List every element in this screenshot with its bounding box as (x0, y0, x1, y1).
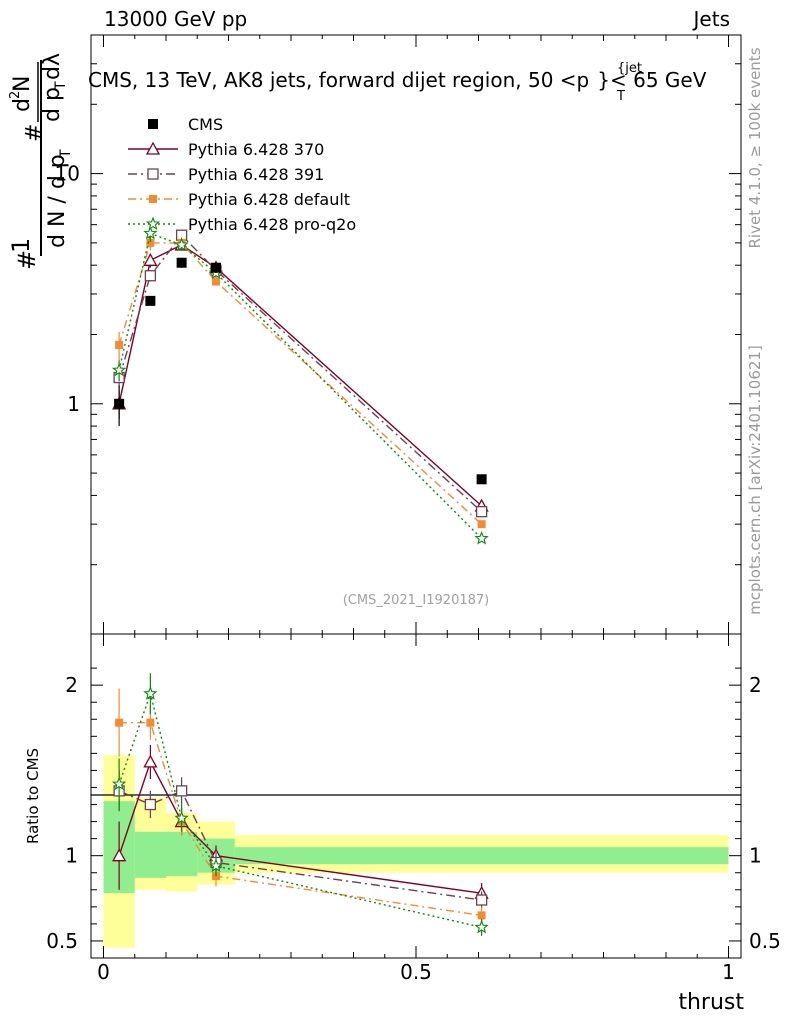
x-tick-label: 0.5 (400, 960, 432, 984)
svg-text:2: 2 (8, 91, 23, 99)
band-inner-bin (134, 831, 166, 878)
series-marker (474, 531, 489, 545)
main-y-tick-label: 10 (55, 162, 80, 186)
ratio-y-tick-label-right: 0.5 (749, 929, 781, 953)
mcplots-label: mcplots.cern.ch [arXiv:2401.10621] (746, 345, 764, 615)
svg-text:dλ: dλ (40, 53, 65, 80)
series-marker (144, 798, 157, 811)
data-marker (145, 295, 156, 306)
series-marker (149, 195, 157, 203)
ratio-y-tick-label-right: 2 (749, 673, 762, 697)
series-marker (174, 237, 189, 252)
series-marker (143, 252, 158, 266)
ratio-series-group (111, 673, 489, 936)
legend-label: Pythia 6.428 391 (188, 165, 324, 184)
band-inner-bin (234, 847, 729, 865)
data-marker (476, 474, 487, 485)
ratio-y-tick-label-left: 1 (65, 844, 78, 868)
series-marker (146, 718, 155, 727)
data-marker (114, 398, 125, 409)
svg-text:N: N (10, 76, 35, 92)
legend-label: CMS (188, 115, 223, 134)
main-y-axis-label: # 1 d N / d p T # d 2 N d p T dλ (7, 53, 74, 270)
data-marker (211, 262, 221, 273)
chart-title-tail: }< 65 GeV (597, 68, 706, 92)
data-marker (176, 257, 187, 268)
series-marker (144, 270, 157, 282)
series-marker (143, 686, 158, 700)
axis-tick-labels: 0 0.5 1 1 10 0.5 0.5 1 1 2 2 (46, 162, 781, 984)
ratio-y-axis-label: Ratio to CMS (24, 748, 42, 844)
svg-text:T: T (58, 149, 74, 159)
ratio-band-inner (103, 801, 729, 894)
analysis-id: (CMS_2021_I1920187) (343, 593, 490, 608)
series-marker (475, 894, 488, 906)
x-tick-label: 1 (722, 960, 735, 984)
series-marker (111, 362, 127, 377)
chart-title-sub: T (616, 89, 625, 104)
svg-text:T: T (53, 81, 69, 91)
series-marker (175, 785, 188, 797)
main-series-group (111, 225, 489, 545)
series-marker (143, 225, 158, 240)
series-marker (474, 919, 489, 934)
chart-title-sup: {jet (617, 61, 642, 76)
svg-text:d N / d p: d N / d p (45, 154, 70, 248)
series-marker (477, 520, 486, 529)
series-line-ratio (118, 691, 482, 928)
legend-label: Pythia 6.428 pro-q2o (188, 215, 356, 234)
legend-label: Pythia 6.428 370 (188, 140, 324, 159)
legend: CMS Pythia 6.428 370 Pythia 6.428 391 Pythi… (128, 115, 356, 234)
series-line-main (118, 232, 483, 539)
series-marker (143, 754, 158, 768)
series-marker (145, 216, 161, 231)
svg-text:1: 1 (7, 238, 35, 253)
svg-text:d: d (10, 98, 35, 112)
series-marker (145, 141, 161, 155)
series-marker (115, 341, 124, 350)
main-y-tick-label: 1 (67, 392, 80, 416)
series-marker (475, 506, 488, 518)
chart-title-main: CMS, 13 TeV, AK8 jets, forward dijet reg… (88, 68, 589, 92)
data-points-group (114, 257, 487, 485)
series-marker (212, 277, 220, 286)
x-axis-label: thrust (678, 990, 744, 1015)
series-line-main (118, 242, 483, 525)
series-marker (477, 911, 486, 920)
rivet-label: Rivet 4.1.0, ≥ 100k events (746, 47, 764, 248)
header-left: 13000 GeV pp (104, 7, 248, 31)
series-marker (146, 238, 155, 247)
series-line-ratio (118, 789, 482, 901)
chart-title: CMS, 13 TeV, AK8 jets, forward dijet reg… (88, 68, 707, 92)
data-marker (148, 119, 158, 129)
series-line-main (118, 244, 483, 507)
ratio-y-tick-label-left: 0.5 (46, 929, 78, 953)
series-marker (208, 858, 224, 873)
ratio-y-tick-label-right: 1 (749, 844, 762, 868)
ratio-y-tick-label-left: 2 (65, 673, 78, 697)
x-tick-label: 0 (97, 960, 110, 984)
header-right: Jets (693, 7, 730, 31)
band-inner-bin (166, 831, 198, 877)
svg-text:d p: d p (40, 87, 65, 122)
svg-text:#: # (22, 124, 47, 142)
series-line-main (118, 234, 483, 513)
series-marker (174, 810, 189, 825)
svg-text:#: # (13, 250, 41, 270)
series-marker (147, 168, 159, 180)
series-marker (112, 848, 127, 862)
series-marker (115, 718, 124, 727)
legend-label: Pythia 6.428 default (188, 190, 350, 209)
ratio-panel-frame (90, 633, 742, 959)
series-marker (111, 776, 127, 791)
series-line-ratio (119, 722, 482, 917)
axis-ticks (91, 34, 741, 958)
